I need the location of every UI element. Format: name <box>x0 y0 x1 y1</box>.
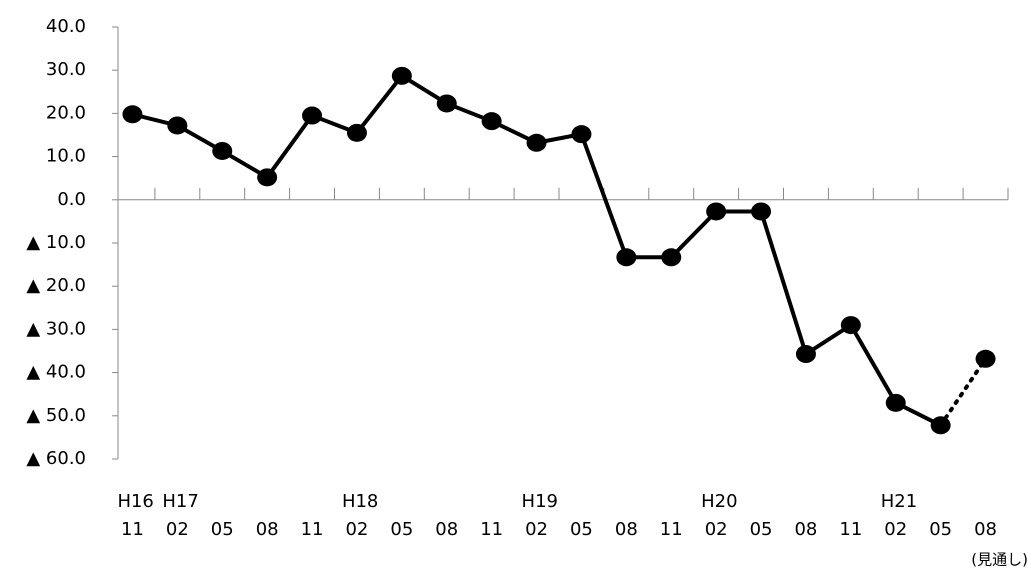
x-tick-label: 11 <box>121 519 144 540</box>
marker <box>391 66 412 85</box>
x-tick-label: 11 <box>480 519 503 540</box>
annotation: (見通し) <box>971 551 1028 569</box>
y-tick-label: ▲ 60.0 <box>26 448 86 469</box>
marker <box>526 133 547 152</box>
marker <box>840 316 861 335</box>
y-tick-label: ▲ 20.0 <box>26 275 86 296</box>
marker <box>122 105 143 124</box>
x-tick-label: 08 <box>256 519 279 540</box>
era-label: H16 <box>117 491 153 512</box>
y-tick-label: ▲ 10.0 <box>26 232 86 253</box>
era-label: H19 <box>522 491 558 512</box>
marker <box>302 106 323 125</box>
x-tick-label: 11 <box>839 519 862 540</box>
marker <box>257 168 278 187</box>
era-label: H17 <box>162 491 198 512</box>
marker <box>212 141 233 160</box>
marker <box>706 202 727 221</box>
x-tick-label: 11 <box>301 519 324 540</box>
x-tick-label: 02 <box>525 519 548 540</box>
y-tick-label: ▲ 50.0 <box>26 405 86 426</box>
projection-line <box>938 356 988 428</box>
marker <box>571 125 592 144</box>
marker <box>885 393 906 412</box>
marker <box>930 416 951 435</box>
x-tick-label: 02 <box>705 519 728 540</box>
y-tick-label: 10.0 <box>46 146 86 167</box>
x-tick-label: 02 <box>166 519 189 540</box>
marker <box>616 248 637 267</box>
marker <box>661 248 682 267</box>
y-tick-label: ▲ 40.0 <box>26 362 86 383</box>
y-tick-label: 30.0 <box>46 59 86 80</box>
x-tick-label: 08 <box>615 519 638 540</box>
line <box>131 73 942 428</box>
x-tick-label: 05 <box>570 519 593 540</box>
era-label: H18 <box>342 491 378 512</box>
marker <box>346 123 367 142</box>
marker <box>481 112 502 131</box>
y-tick-label: 20.0 <box>46 102 86 123</box>
marker <box>751 202 772 221</box>
x-tick-label: 02 <box>884 519 907 540</box>
marker <box>975 349 996 368</box>
x-tick-label: 05 <box>929 519 952 540</box>
x-tick-label: 05 <box>390 519 413 540</box>
y-tick-label: 40.0 <box>46 16 86 37</box>
x-tick-label: 11 <box>660 519 683 540</box>
era-label: H21 <box>881 491 917 512</box>
x-tick-label: 05 <box>750 519 773 540</box>
era-label: H20 <box>701 491 737 512</box>
x-tick-label: 08 <box>435 519 458 540</box>
marker <box>795 345 816 364</box>
x-tick-label: 02 <box>345 519 368 540</box>
y-tick-label: 0.0 <box>57 189 86 210</box>
x-tick-label: 08 <box>794 519 817 540</box>
marker <box>436 94 457 113</box>
x-tick-label: 05 <box>211 519 234 540</box>
x-tick-label: 08 <box>974 519 997 540</box>
marker <box>167 116 188 135</box>
y-tick-label: ▲ 30.0 <box>26 318 86 339</box>
